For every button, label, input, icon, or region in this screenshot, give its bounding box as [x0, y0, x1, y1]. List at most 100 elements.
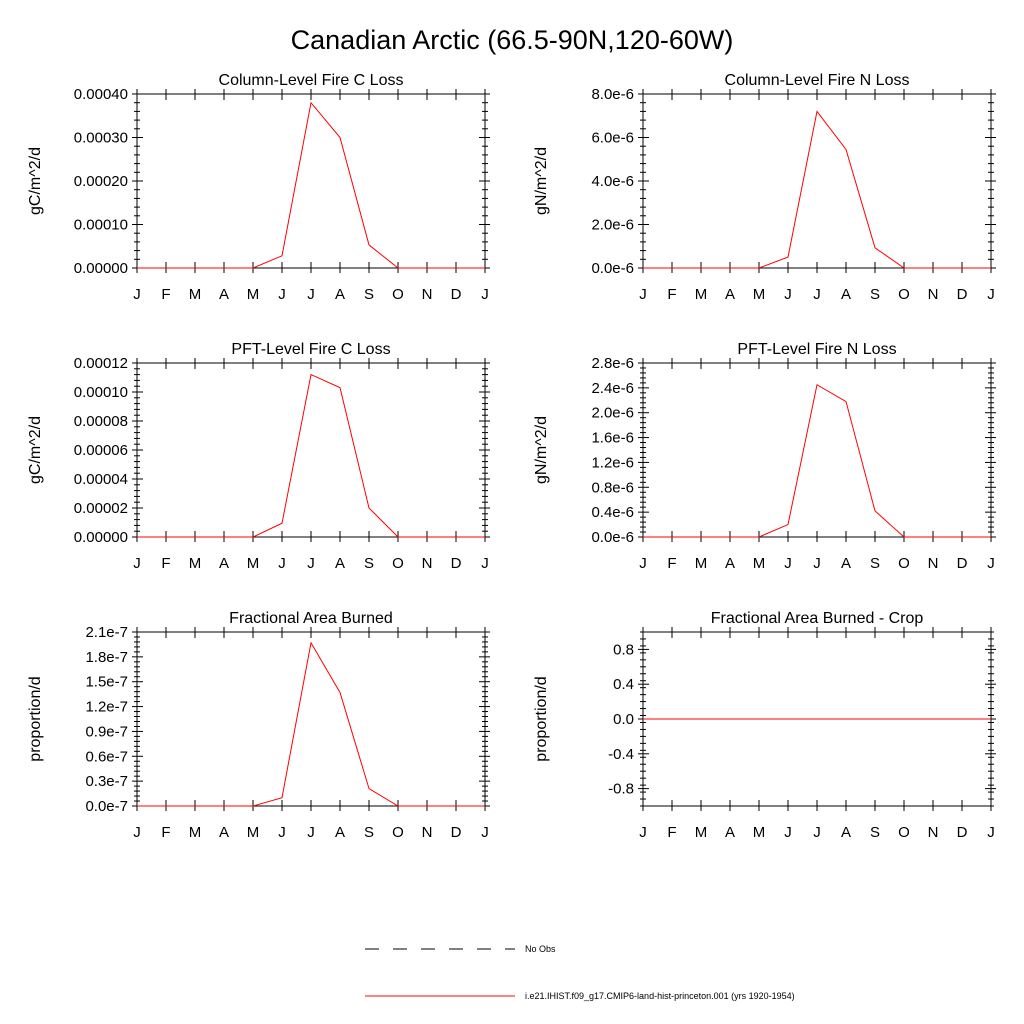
x-tick-label: J	[987, 286, 995, 303]
legend: No Obs i.e21.IHIST.f09_g17.CMIP6-land-hi…	[365, 944, 795, 1001]
panel-title: PFT-Level Fire C Loss	[231, 341, 390, 358]
x-tick-label: J	[307, 286, 315, 303]
y-tick-label: 0.4	[613, 676, 634, 693]
x-tick-label: J	[133, 555, 141, 572]
y-tick-label: -0.8	[608, 781, 634, 798]
x-tick-label: A	[219, 824, 229, 841]
x-tick-label: O	[898, 555, 910, 572]
series-line	[137, 641, 485, 807]
y-tick-label: 0.00000	[74, 260, 128, 277]
plot-frame	[642, 362, 992, 538]
x-tick-label: O	[392, 824, 404, 841]
x-tick-label: A	[725, 286, 735, 303]
x-tick-label: S	[364, 824, 374, 841]
x-tick-label: D	[451, 555, 462, 572]
x-tick-label: A	[841, 286, 851, 303]
y-tick-label: 0.4e-6	[591, 504, 634, 521]
x-tick-label: F	[667, 286, 676, 303]
y-tick-label: 0.3e-7	[85, 773, 128, 790]
figure-title: Canadian Arctic (66.5-90N,120-60W)	[291, 25, 734, 55]
x-tick-label: J	[639, 824, 647, 841]
series-line	[643, 383, 991, 538]
x-tick-label: J	[133, 286, 141, 303]
y-tick-label: 0.00012	[74, 355, 128, 372]
x-tick-label: A	[219, 286, 229, 303]
x-tick-label: M	[189, 286, 202, 303]
y-tick-label: 2.0e-6	[591, 217, 634, 234]
y-axis-label: gN/m^2/d	[533, 147, 550, 215]
y-tick-label: 2.4e-6	[591, 380, 634, 397]
y-tick-label: 1.6e-6	[591, 430, 634, 447]
x-tick-label: O	[898, 824, 910, 841]
x-tick-label: J	[307, 555, 315, 572]
x-tick-label: D	[957, 555, 968, 572]
x-tick-label: S	[870, 555, 880, 572]
y-tick-label: -0.4	[608, 746, 634, 763]
x-tick-label: J	[481, 824, 489, 841]
y-axis-label: gC/m^2/d	[27, 416, 44, 484]
x-tick-label: J	[639, 555, 647, 572]
x-tick-label: M	[753, 824, 766, 841]
chart-panel-6: Fractional Area Burned - Crop proportion/…	[533, 610, 996, 841]
y-axis-label: proportion/d	[533, 676, 550, 761]
x-tick-label: N	[928, 286, 939, 303]
x-tick-label: F	[161, 824, 170, 841]
y-tick-label: 4.0e-6	[591, 173, 634, 190]
x-tick-label: M	[695, 286, 708, 303]
panel-title: Fractional Area Burned - Crop	[711, 610, 924, 627]
x-tick-label: D	[451, 286, 462, 303]
x-tick-label: F	[161, 286, 170, 303]
y-tick-label: 0.00010	[74, 217, 128, 234]
y-tick-label: 0.00006	[74, 442, 128, 459]
x-tick-label: O	[392, 286, 404, 303]
y-tick-label: 6.0e-6	[591, 130, 634, 147]
x-tick-label: N	[422, 824, 433, 841]
x-tick-label: M	[247, 824, 260, 841]
x-tick-label: S	[364, 555, 374, 572]
panel-title: Fractional Area Burned	[229, 610, 393, 627]
y-tick-label: 0.00010	[74, 384, 128, 401]
x-tick-label: N	[928, 555, 939, 572]
y-tick-label: 0.0e-6	[591, 529, 634, 546]
y-tick-label: 0.00040	[74, 86, 128, 103]
x-tick-label: S	[870, 286, 880, 303]
series-line	[137, 101, 485, 269]
x-tick-label: J	[278, 555, 286, 572]
y-axis-label: gN/m^2/d	[533, 416, 550, 484]
x-tick-label: A	[725, 824, 735, 841]
plot-frame	[136, 631, 486, 807]
x-tick-label: A	[841, 555, 851, 572]
x-tick-label: M	[695, 824, 708, 841]
y-tick-label: 0.0e-7	[85, 798, 128, 815]
x-tick-label: D	[957, 824, 968, 841]
y-tick-label: 0.6e-7	[85, 748, 128, 765]
x-tick-label: J	[784, 555, 792, 572]
x-tick-label: F	[667, 555, 676, 572]
y-tick-label: 0.00002	[74, 500, 128, 517]
plot-frame	[136, 362, 486, 538]
legend-label-no-obs: No Obs	[525, 944, 556, 954]
x-tick-label: A	[219, 555, 229, 572]
y-tick-label: 0.00000	[74, 529, 128, 546]
x-tick-label: J	[987, 555, 995, 572]
x-tick-label: M	[753, 286, 766, 303]
x-tick-label: A	[335, 555, 345, 572]
x-tick-label: N	[928, 824, 939, 841]
panel-title: PFT-Level Fire N Loss	[737, 341, 896, 358]
x-tick-label: A	[335, 824, 345, 841]
x-tick-label: J	[813, 824, 821, 841]
x-tick-label: M	[247, 555, 260, 572]
x-tick-label: F	[161, 555, 170, 572]
x-tick-label: O	[898, 286, 910, 303]
y-tick-label: 2.0e-6	[591, 405, 634, 422]
y-tick-label: 0.0	[613, 711, 634, 728]
x-tick-label: J	[987, 824, 995, 841]
x-tick-label: M	[189, 824, 202, 841]
x-tick-label: S	[364, 286, 374, 303]
y-tick-label: 0.00020	[74, 173, 128, 190]
